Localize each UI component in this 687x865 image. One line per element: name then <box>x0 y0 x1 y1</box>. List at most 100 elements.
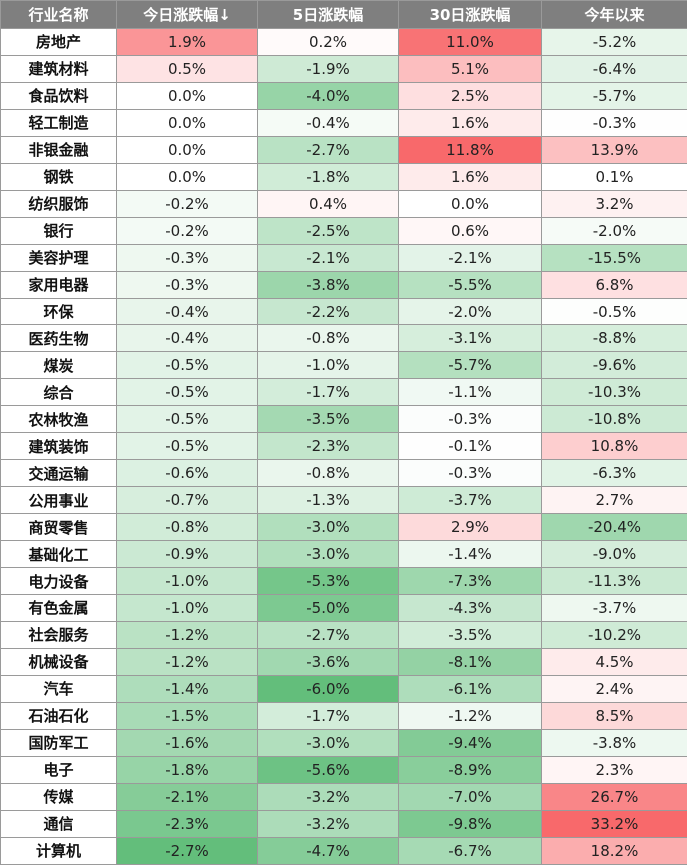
table-row: 电力设备 -1.0% -5.3% -7.3% -11.3% <box>0 567 687 596</box>
table-row: 医药生物 -0.4% -0.8% -3.1% -8.8% <box>0 324 687 353</box>
industry-name-cell: 家用电器 <box>0 270 117 299</box>
ytd-change-cell: -5.2% <box>541 28 687 56</box>
table-row: 建筑装饰 -0.5% -2.3% -0.1% 10.8% <box>0 432 687 461</box>
header-ytd-change[interactable]: 今年以来 <box>541 0 687 29</box>
today-change-cell: -0.3% <box>116 243 258 272</box>
30day-change-cell: 11.0% <box>398 28 542 56</box>
30day-change-cell: -3.7% <box>398 486 542 515</box>
5day-change-cell: -1.0% <box>257 351 399 380</box>
today-change-cell: -0.4% <box>116 324 258 353</box>
industry-name-cell: 美容护理 <box>0 243 117 272</box>
30day-change-cell: -2.1% <box>398 243 542 272</box>
industry-name-cell: 有色金属 <box>0 594 117 622</box>
header-5day-change[interactable]: 5日涨跌幅 <box>257 0 399 29</box>
ytd-change-cell: -10.8% <box>541 405 687 434</box>
ytd-change-cell: 26.7% <box>541 782 687 811</box>
table-row: 银行 -0.2% -2.5% 0.6% -2.0% <box>0 216 687 245</box>
ytd-change-cell: 3.2% <box>541 189 687 218</box>
today-change-cell: -2.3% <box>116 809 258 838</box>
table-row: 商贸零售 -0.8% -3.0% 2.9% -20.4% <box>0 513 687 542</box>
ytd-change-cell: -0.3% <box>541 108 687 137</box>
ytd-change-cell: -2.0% <box>541 216 687 245</box>
industry-name-cell: 石油石化 <box>0 701 117 730</box>
industry-name-cell: 交通运输 <box>0 459 117 488</box>
ytd-change-cell: -10.3% <box>541 378 687 407</box>
30day-change-cell: -1.2% <box>398 701 542 730</box>
header-30day-change[interactable]: 30日涨跌幅 <box>398 0 542 29</box>
30day-change-cell: -4.3% <box>398 594 542 622</box>
ytd-change-cell: -0.5% <box>541 297 687 326</box>
table-row: 煤炭 -0.5% -1.0% -5.7% -9.6% <box>0 351 687 380</box>
ytd-change-cell: 18.2% <box>541 836 687 865</box>
ytd-change-cell: 8.5% <box>541 701 687 730</box>
ytd-change-cell: 4.5% <box>541 647 687 676</box>
30day-change-cell: -0.1% <box>398 432 542 461</box>
30day-change-cell: 1.6% <box>398 108 542 137</box>
table-row: 综合 -0.5% -1.7% -1.1% -10.3% <box>0 378 687 407</box>
today-change-cell: -0.2% <box>116 189 258 218</box>
30day-change-cell: 11.8% <box>398 135 542 164</box>
header-today-change[interactable]: 今日涨跌幅↓ <box>116 0 258 29</box>
5day-change-cell: -5.6% <box>257 755 399 784</box>
30day-change-cell: -0.3% <box>398 459 542 488</box>
ytd-change-cell: -9.6% <box>541 351 687 380</box>
30day-change-cell: -1.4% <box>398 540 542 569</box>
table-row: 机械设备 -1.2% -3.6% -8.1% 4.5% <box>0 647 687 676</box>
ytd-change-cell: -3.7% <box>541 594 687 622</box>
today-change-cell: -2.1% <box>116 782 258 811</box>
ytd-change-cell: -9.0% <box>541 540 687 569</box>
ytd-change-cell: 33.2% <box>541 809 687 838</box>
table-row: 纺织服饰 -0.2% 0.4% 0.0% 3.2% <box>0 189 687 218</box>
today-change-cell: 0.5% <box>116 54 258 83</box>
table-row: 汽车 -1.4% -6.0% -6.1% 2.4% <box>0 674 687 703</box>
today-change-cell: -0.5% <box>116 432 258 461</box>
today-change-cell: 0.0% <box>116 108 258 137</box>
today-change-cell: -2.7% <box>116 836 258 865</box>
header-row: 行业名称 今日涨跌幅↓ 5日涨跌幅 30日涨跌幅 今年以来 <box>0 0 687 29</box>
industry-name-cell: 传媒 <box>0 782 117 811</box>
5day-change-cell: -0.8% <box>257 459 399 488</box>
industry-name-cell: 轻工制造 <box>0 108 117 137</box>
table-row: 环保 -0.4% -2.2% -2.0% -0.5% <box>0 297 687 326</box>
today-change-cell: -0.5% <box>116 351 258 380</box>
5day-change-cell: -0.4% <box>257 108 399 137</box>
5day-change-cell: -6.0% <box>257 674 399 703</box>
today-change-cell: -1.4% <box>116 674 258 703</box>
industry-name-cell: 汽车 <box>0 674 117 703</box>
table-body: 房地产 1.9% 0.2% 11.0% -5.2% 建筑材料 0.5% -1.9% 5.1% -6… <box>0 28 687 865</box>
ytd-change-cell: 6.8% <box>541 270 687 299</box>
ytd-change-cell: 2.7% <box>541 486 687 515</box>
industry-name-cell: 食品饮料 <box>0 81 117 110</box>
today-change-cell: -0.8% <box>116 513 258 542</box>
industry-name-cell: 纺织服饰 <box>0 189 117 218</box>
5day-change-cell: -5.3% <box>257 567 399 596</box>
industry-name-cell: 煤炭 <box>0 351 117 380</box>
table-row: 交通运输 -0.6% -0.8% -0.3% -6.3% <box>0 459 687 488</box>
header-industry-name[interactable]: 行业名称 <box>0 0 117 29</box>
table-row: 家用电器 -0.3% -3.8% -5.5% 6.8% <box>0 270 687 299</box>
ytd-change-cell: -20.4% <box>541 513 687 542</box>
industry-name-cell: 建筑装饰 <box>0 432 117 461</box>
today-change-cell: 0.0% <box>116 162 258 191</box>
industry-name-cell: 非银金融 <box>0 135 117 164</box>
5day-change-cell: -2.2% <box>257 297 399 326</box>
industry-name-cell: 计算机 <box>0 836 117 865</box>
ytd-change-cell: 0.1% <box>541 162 687 191</box>
industry-name-cell: 医药生物 <box>0 324 117 353</box>
30day-change-cell: -8.9% <box>398 755 542 784</box>
today-change-cell: -0.3% <box>116 270 258 299</box>
5day-change-cell: -3.5% <box>257 405 399 434</box>
30day-change-cell: -6.7% <box>398 836 542 865</box>
table-row: 农林牧渔 -0.5% -3.5% -0.3% -10.8% <box>0 405 687 434</box>
table-row: 公用事业 -0.7% -1.3% -3.7% 2.7% <box>0 486 687 515</box>
5day-change-cell: -3.2% <box>257 809 399 838</box>
ytd-change-cell: -8.8% <box>541 324 687 353</box>
30day-change-cell: -9.4% <box>398 728 542 757</box>
30day-change-cell: -7.0% <box>398 782 542 811</box>
today-change-cell: 0.0% <box>116 135 258 164</box>
5day-change-cell: -3.0% <box>257 513 399 542</box>
industry-name-cell: 建筑材料 <box>0 54 117 83</box>
table-row: 房地产 1.9% 0.2% 11.0% -5.2% <box>0 28 687 56</box>
30day-change-cell: 2.5% <box>398 81 542 110</box>
